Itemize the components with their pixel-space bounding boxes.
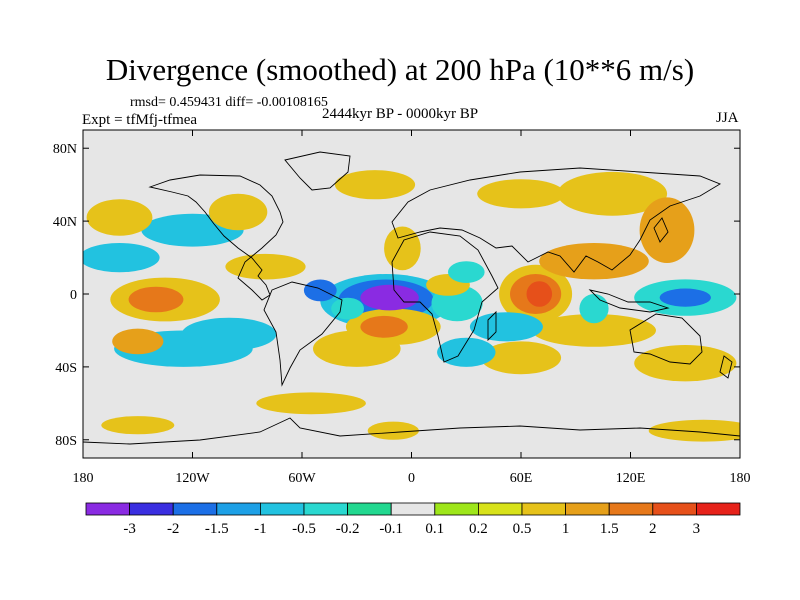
- anomaly-8: [526, 281, 553, 307]
- anomaly-25: [313, 330, 401, 367]
- colorbar-label-7: 0.1: [425, 521, 444, 537]
- anomaly-11: [128, 286, 184, 313]
- period-subtitle: 2444kyr BP - 0000kyr BP: [322, 106, 479, 122]
- anomaly-37: [448, 261, 485, 283]
- x-axis: 180 120W 60W 0 60E 120E 180: [73, 130, 751, 486]
- colorbar-label-0: -3: [123, 521, 136, 537]
- coast-new-zealand: [719, 355, 733, 379]
- x-tick-label-1: 120W: [175, 471, 210, 486]
- anomaly-39: [648, 419, 740, 442]
- coast-madagascar: [487, 310, 497, 342]
- anomaly-38: [256, 392, 366, 415]
- colorbar-box-5: [303, 502, 348, 516]
- coast-north-america: [148, 174, 284, 301]
- coast-south-america: [263, 281, 343, 387]
- colorbar-label-4: -0.5: [292, 521, 316, 537]
- anomaly-3: [659, 288, 711, 307]
- anomaly-22: [181, 317, 277, 351]
- colorbar-box-8: [434, 502, 479, 516]
- x-tick-label-4: 60E: [510, 471, 533, 486]
- colorbar-label-3: -1: [254, 521, 267, 537]
- coast-greenland: [284, 151, 351, 191]
- colorbar-label-6: -0.1: [379, 521, 403, 537]
- chart-title: Divergence (smoothed) at 200 hPa (10**6 …: [105, 52, 695, 87]
- colorbar-label-10: 1: [562, 521, 570, 537]
- coast-indonesia: [588, 289, 670, 313]
- colorbar-box-6: [347, 502, 392, 516]
- coast-africa: [391, 231, 499, 363]
- anomaly-32: [334, 170, 416, 200]
- colorbar-box-10: [521, 502, 566, 516]
- colorbar-label-1: -2: [167, 521, 180, 537]
- colorbar-box-9: [477, 502, 523, 516]
- stats-text: rmsd= 0.459431 diff= -0.00108165: [130, 95, 328, 110]
- y-tick-label-4: 80S: [55, 434, 77, 449]
- anomaly-27: [480, 341, 562, 375]
- colorbar-box-12: [608, 502, 654, 516]
- colorbar-box-11: [565, 502, 610, 516]
- season-label: JJA: [716, 110, 739, 126]
- y-tick-label-1: 40N: [53, 215, 77, 230]
- colorbar-box-14: [696, 502, 741, 516]
- experiment-label: Expt = tfMfj-tfmea: [82, 112, 198, 128]
- y-tick-label-2: 0: [70, 288, 77, 303]
- x-tick-label-5: 120E: [616, 471, 646, 486]
- colorbar-label-13: 3: [693, 521, 701, 537]
- colorbar: -3 -2 -1.5 -1 -0.5 -0.2 -0.1 0.1 0.2 0.5 1 1.5 2 3: [85, 502, 741, 537]
- anomaly-19: [539, 243, 649, 280]
- colorbar-box-2: [172, 502, 218, 516]
- colorbar-label-12: 2: [649, 521, 657, 537]
- colorbar-box-13: [652, 502, 697, 516]
- x-tick-label-6: 180: [730, 471, 751, 486]
- colorbar-label-8: 0.2: [469, 521, 488, 537]
- anomaly-23: [112, 328, 164, 355]
- anomaly-21: [532, 314, 656, 347]
- anomaly-0: [360, 284, 419, 311]
- colorbar-label-11: 1.5: [600, 521, 619, 537]
- anomaly-26: [437, 337, 496, 367]
- coast-australia: [629, 313, 703, 365]
- anomaly-34: [557, 171, 668, 216]
- colorbar-box-0: [85, 502, 130, 516]
- colorbar-label-9: 0.5: [513, 521, 532, 537]
- x-tick-label-0: 180: [73, 471, 94, 486]
- anomaly-13: [303, 279, 337, 302]
- anomaly-5: [579, 294, 609, 324]
- coast-antarctica: [83, 417, 740, 445]
- colorbar-box-3: [216, 502, 261, 516]
- x-tick-label-3: 0: [408, 471, 415, 486]
- anomaly-35: [83, 243, 160, 273]
- colorbar-label-5: -0.2: [336, 521, 360, 537]
- coast-japan: [653, 217, 669, 243]
- anomaly-40: [101, 416, 175, 435]
- anomaly-16: [360, 315, 408, 338]
- y-axis: 80N 40N 0 40S 80S: [53, 142, 740, 449]
- coast-eurasia: [391, 167, 722, 273]
- anomaly-31: [208, 193, 268, 231]
- y-tick-label-0: 80N: [53, 142, 77, 157]
- anomaly-33: [477, 179, 565, 209]
- colorbar-box-4: [259, 502, 305, 516]
- anomaly-30: [86, 199, 153, 236]
- anomaly-36: [225, 253, 306, 280]
- colorbar-box-1: [129, 502, 174, 516]
- anomaly-18: [469, 312, 543, 342]
- colorbar-box-7: [390, 502, 436, 516]
- coastlines: [83, 151, 740, 445]
- anomaly-14: [331, 297, 364, 320]
- x-tick-label-2: 60W: [288, 471, 316, 486]
- colorbar-label-2: -1.5: [205, 521, 229, 537]
- anomaly-41: [367, 421, 419, 440]
- y-tick-label-3: 40S: [55, 361, 77, 376]
